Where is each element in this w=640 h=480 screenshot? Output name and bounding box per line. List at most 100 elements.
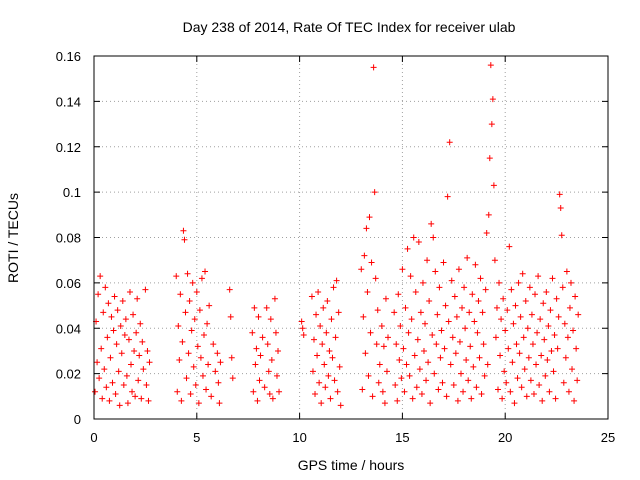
data-point bbox=[259, 334, 266, 341]
data-point bbox=[449, 334, 456, 341]
data-point bbox=[440, 259, 447, 266]
data-point bbox=[554, 345, 561, 352]
data-point bbox=[368, 259, 375, 266]
data-point bbox=[328, 316, 335, 323]
data-point bbox=[505, 345, 512, 352]
data-point bbox=[146, 359, 153, 366]
data-point bbox=[423, 377, 430, 384]
data-point bbox=[565, 388, 572, 395]
data-point bbox=[379, 388, 386, 395]
data-point bbox=[528, 311, 535, 318]
data-point bbox=[116, 402, 123, 409]
data-point bbox=[570, 327, 577, 334]
data-point bbox=[358, 266, 365, 273]
data-point bbox=[468, 395, 475, 402]
data-point bbox=[470, 363, 477, 370]
data-point bbox=[360, 313, 367, 320]
data-point bbox=[504, 307, 511, 314]
data-point bbox=[448, 277, 455, 284]
data-point bbox=[539, 397, 546, 404]
data-point bbox=[255, 313, 262, 320]
data-point bbox=[121, 332, 128, 339]
data-point bbox=[547, 307, 554, 314]
data-point bbox=[109, 379, 116, 386]
data-point bbox=[188, 327, 195, 334]
data-point bbox=[206, 302, 213, 309]
data-point bbox=[175, 322, 182, 329]
data-point bbox=[416, 366, 423, 373]
data-point bbox=[130, 311, 137, 318]
data-point bbox=[446, 139, 453, 146]
data-point bbox=[434, 311, 441, 318]
data-point bbox=[477, 275, 484, 282]
x-tick-label: 10 bbox=[292, 430, 306, 445]
data-point bbox=[482, 286, 489, 293]
data-point bbox=[574, 377, 581, 384]
x-tick-labels: 0 5 10 15 20 25 bbox=[90, 430, 615, 445]
data-point bbox=[192, 381, 199, 388]
data-point bbox=[180, 227, 187, 234]
data-point bbox=[137, 320, 144, 327]
data-point bbox=[414, 336, 421, 343]
data-point bbox=[413, 384, 420, 391]
data-point bbox=[398, 375, 405, 382]
data-point bbox=[401, 388, 408, 395]
data-point bbox=[453, 313, 460, 320]
data-point bbox=[496, 279, 503, 286]
data-point bbox=[537, 316, 544, 323]
data-point bbox=[128, 361, 135, 368]
data-point bbox=[229, 375, 236, 382]
data-point bbox=[524, 325, 531, 332]
data-point bbox=[472, 261, 479, 268]
data-point bbox=[493, 304, 500, 311]
data-point bbox=[563, 268, 570, 275]
data-point bbox=[253, 345, 260, 352]
data-point bbox=[575, 311, 582, 318]
data-point bbox=[573, 345, 580, 352]
data-point bbox=[512, 302, 519, 309]
data-point bbox=[513, 341, 520, 348]
data-point bbox=[321, 361, 328, 368]
data-point bbox=[430, 234, 437, 241]
data-point bbox=[179, 338, 186, 345]
data-point bbox=[558, 232, 565, 239]
data-point bbox=[406, 372, 413, 379]
data-point bbox=[263, 304, 270, 311]
data-point bbox=[456, 338, 463, 345]
data-point bbox=[118, 350, 125, 357]
data-point bbox=[173, 273, 180, 280]
y-tick-label: 0 bbox=[74, 412, 81, 427]
data-point bbox=[543, 288, 550, 295]
data-point bbox=[98, 345, 105, 352]
data-point bbox=[266, 391, 273, 398]
data-point bbox=[369, 393, 376, 400]
data-point bbox=[366, 214, 373, 221]
data-point bbox=[367, 329, 374, 336]
data-point bbox=[551, 332, 558, 339]
data-point bbox=[100, 309, 107, 316]
data-point bbox=[102, 284, 109, 291]
data-point bbox=[503, 379, 510, 386]
data-point bbox=[126, 288, 133, 295]
data-point bbox=[322, 384, 329, 391]
y-tick-label: 0.14 bbox=[56, 94, 81, 109]
data-point bbox=[447, 361, 454, 368]
data-point bbox=[400, 345, 407, 352]
y-tick-label: 0.1 bbox=[63, 185, 81, 200]
data-point bbox=[256, 377, 263, 384]
data-point bbox=[405, 329, 412, 336]
data-point bbox=[264, 341, 271, 348]
data-point bbox=[327, 395, 334, 402]
data-point bbox=[460, 388, 467, 395]
data-point bbox=[273, 372, 280, 379]
data-point bbox=[409, 395, 416, 402]
data-point bbox=[319, 341, 326, 348]
data-point bbox=[174, 388, 181, 395]
data-point bbox=[378, 322, 385, 329]
data-point bbox=[444, 193, 451, 200]
data-point bbox=[325, 372, 332, 379]
data-point bbox=[182, 309, 189, 316]
data-point bbox=[194, 343, 201, 350]
data-point bbox=[324, 298, 331, 305]
